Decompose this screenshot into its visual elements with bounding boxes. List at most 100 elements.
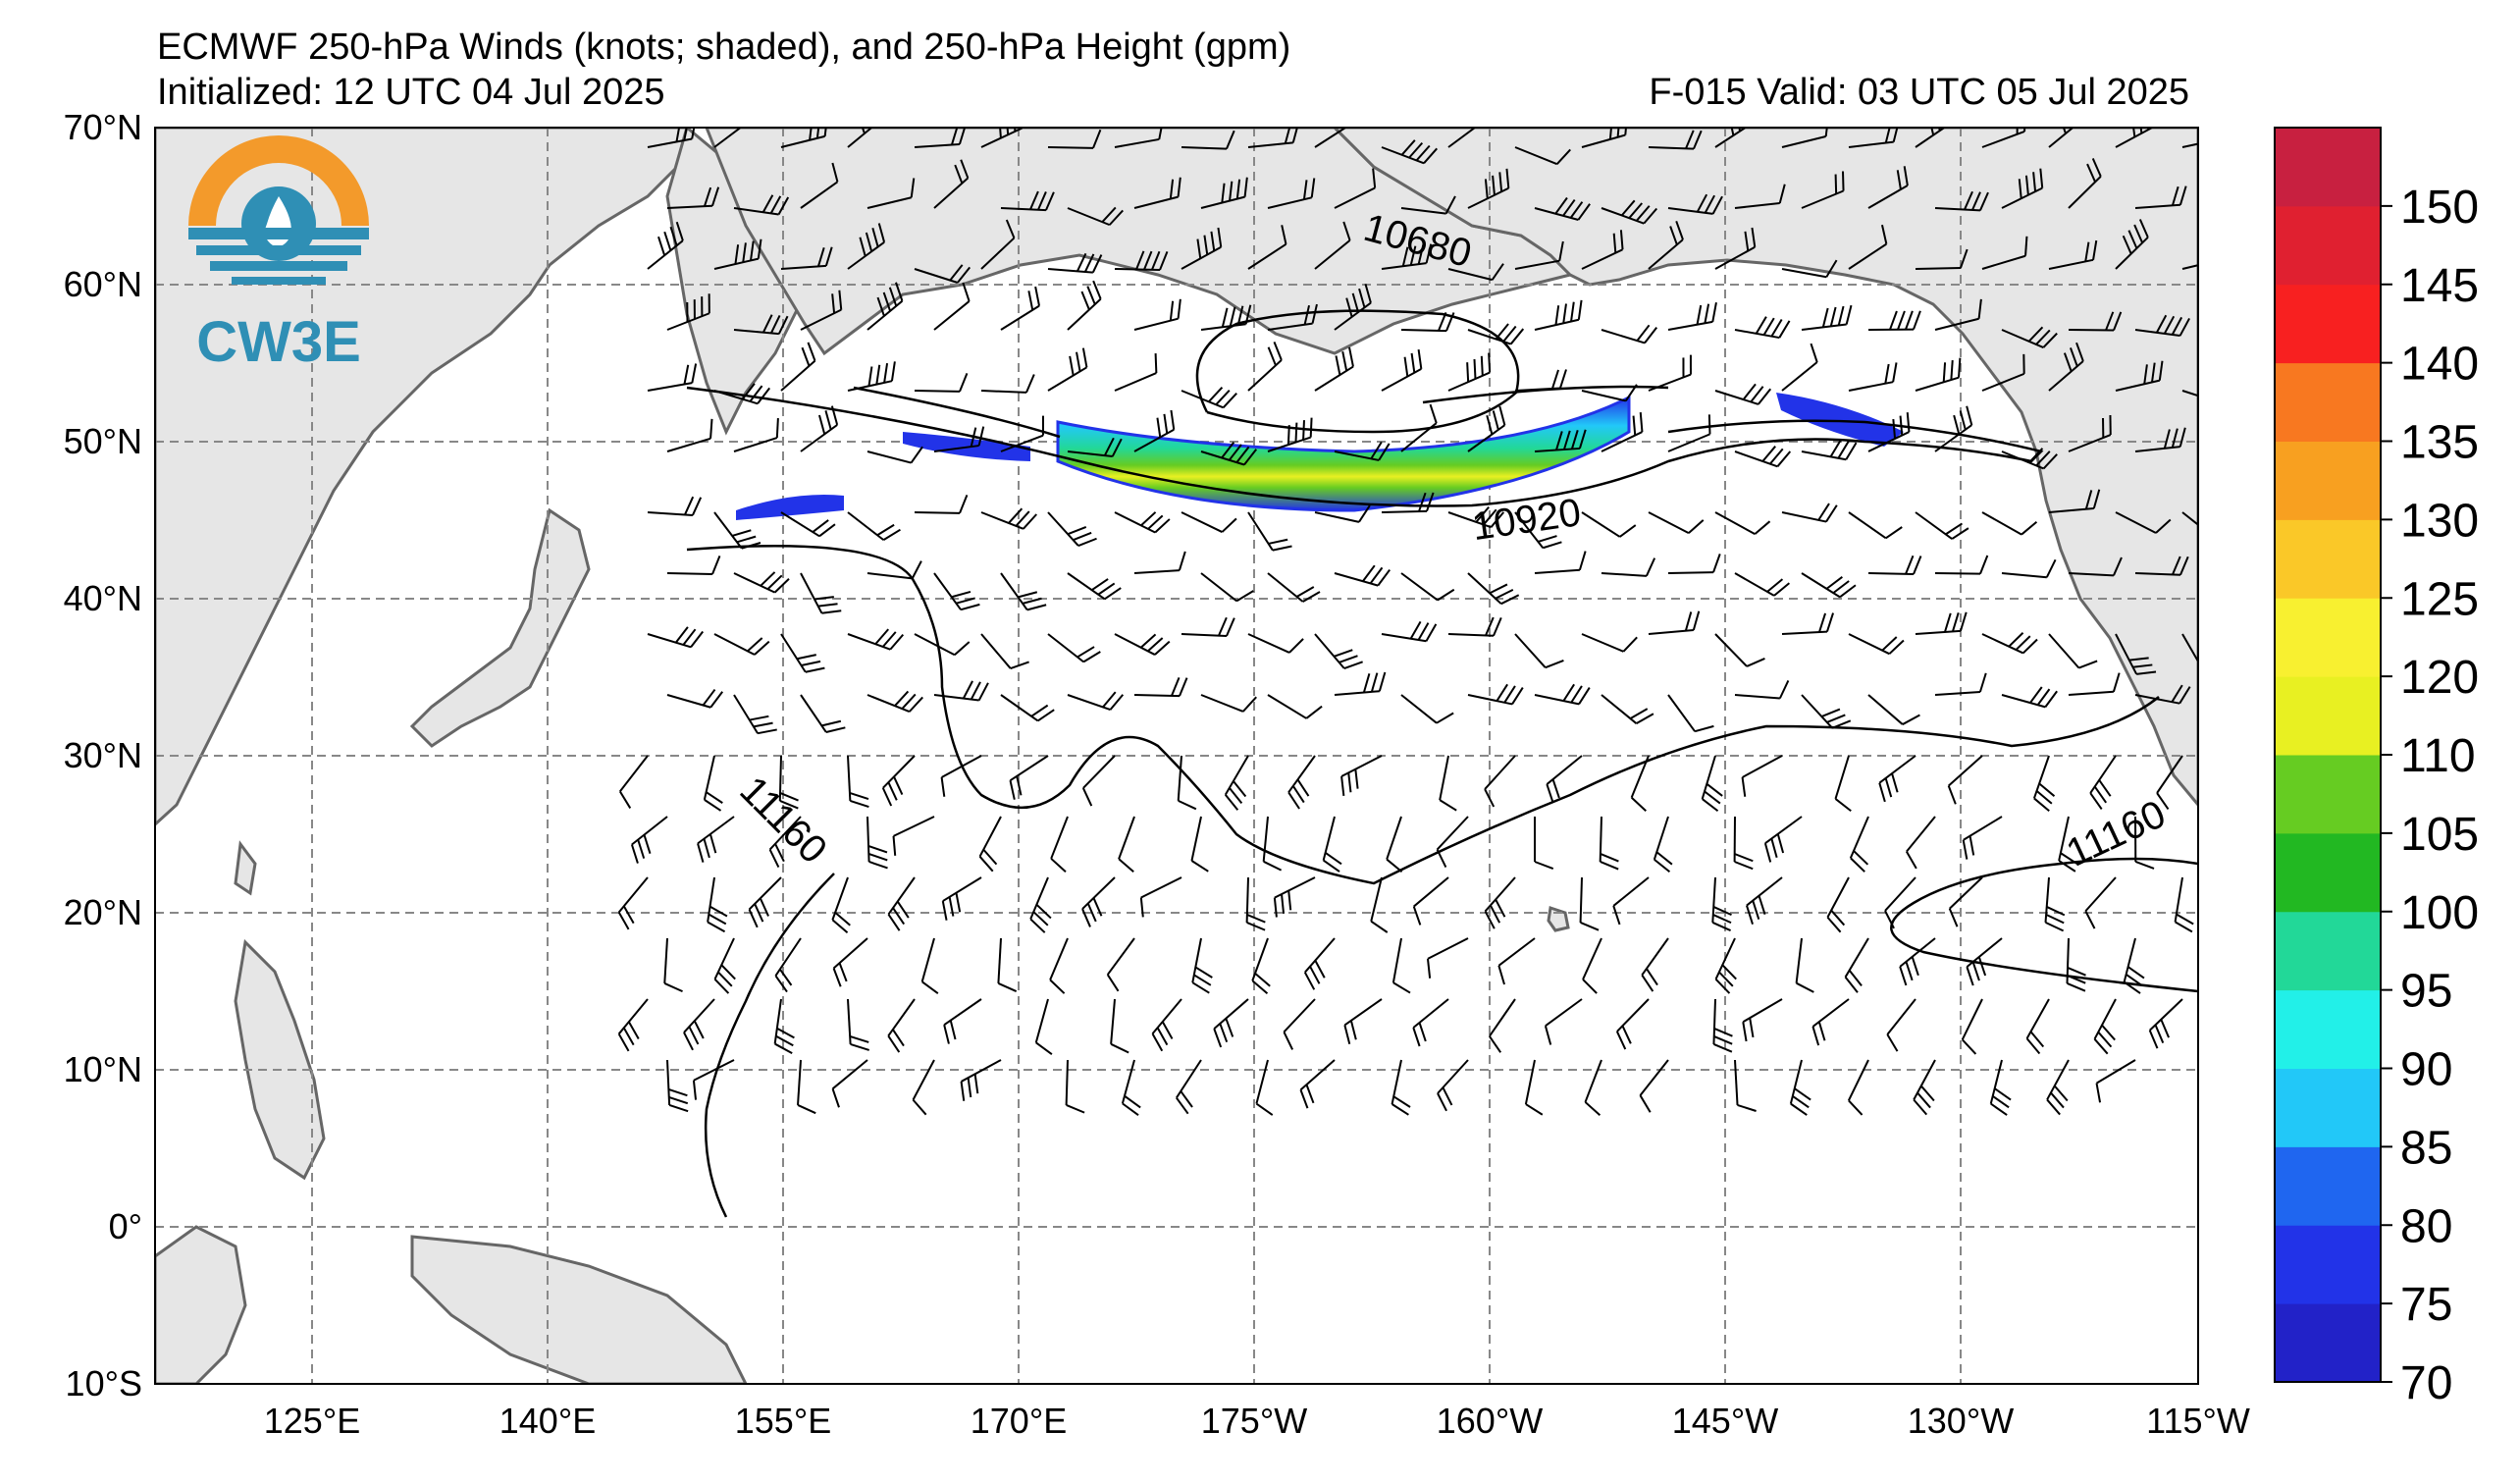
borneo-land bbox=[155, 1225, 247, 1384]
wind-barb-feather bbox=[887, 1034, 901, 1053]
wind-barb-feather bbox=[2205, 670, 2225, 673]
lat-label: 50°N bbox=[64, 421, 142, 461]
wind-barb-feather bbox=[1943, 612, 1952, 633]
wind-barb bbox=[1082, 755, 1116, 789]
wind-barb-feather bbox=[1905, 961, 1914, 981]
wind-barb-feather bbox=[817, 603, 838, 608]
wind-barb-feather bbox=[1484, 179, 1489, 199]
wind-barb bbox=[941, 755, 982, 778]
wind-barb-feather bbox=[977, 426, 985, 447]
wind-barb bbox=[2084, 876, 2117, 912]
wind-barb-feather bbox=[1878, 782, 1886, 803]
colorbar-tick-label: 110 bbox=[2400, 730, 2476, 782]
wind-barb-feather bbox=[1196, 238, 1202, 259]
wind-barb-feather bbox=[1291, 785, 1305, 804]
wind-barb-feather bbox=[1221, 307, 1229, 328]
wind-barb-feather bbox=[2175, 921, 2193, 933]
wind-barb-feather bbox=[830, 405, 839, 426]
wind-barb-feather bbox=[1569, 201, 1584, 219]
colorbar-segment bbox=[2275, 598, 2381, 677]
wind-barb-feather bbox=[876, 523, 895, 537]
wind-barb-feather bbox=[809, 128, 813, 140]
wind-barb-feather bbox=[901, 693, 917, 710]
wind-barb-feather bbox=[1281, 893, 1286, 915]
wind-barb-feather bbox=[877, 223, 886, 243]
wind-barb-feather bbox=[2060, 852, 2078, 865]
wind-barb-feather bbox=[1118, 858, 1134, 874]
wind-barb-feather bbox=[1550, 369, 1559, 390]
wind-barb-feather bbox=[1831, 719, 1852, 729]
wind-barb-feather bbox=[1562, 303, 1567, 324]
wind-barb-feather bbox=[850, 799, 869, 809]
wind-barb-feather bbox=[1254, 972, 1271, 987]
wind-barb-feather bbox=[831, 162, 839, 183]
wind-barb-feather bbox=[1892, 128, 1899, 142]
wind-barb-feather bbox=[668, 1096, 689, 1105]
wind-barb-feather bbox=[1102, 691, 1117, 709]
wind-barb-feather bbox=[777, 315, 789, 335]
wind-barb-feather bbox=[1169, 300, 1175, 321]
wind-barb-feather bbox=[977, 682, 989, 701]
wind-barb-feather bbox=[779, 969, 793, 986]
wind-barb-feather bbox=[2133, 224, 2144, 243]
wind-barb-feather bbox=[1235, 446, 1250, 463]
wind-barb-feather bbox=[1179, 677, 1188, 697]
wind-barb-feather bbox=[2035, 329, 2051, 345]
wind-barb-feather bbox=[1770, 838, 1778, 858]
wind-barb-feather bbox=[2154, 1024, 2165, 1044]
wind-barb-feather bbox=[1837, 441, 1850, 459]
wind-barb-feather bbox=[1104, 587, 1122, 601]
wind-barb-feather bbox=[2045, 921, 2065, 932]
wind-barb-feather bbox=[821, 609, 842, 614]
logo-wave bbox=[232, 277, 326, 285]
latitude-labels: 70°N 60°N 50°N 40°N 30°N 20°N 10°N 0° 10… bbox=[64, 107, 142, 1404]
wind-barb-feather bbox=[1977, 298, 1982, 319]
wind-barb-feather bbox=[1636, 713, 1654, 725]
wind-barb-feather bbox=[887, 781, 898, 801]
wind-barb-feather bbox=[882, 528, 901, 541]
wind-barb-feather bbox=[1203, 235, 1209, 255]
wind-barb-feather bbox=[1412, 1027, 1421, 1047]
wind-barb bbox=[1834, 755, 1850, 800]
colorbar-segment bbox=[2275, 911, 2381, 991]
wind-barb-feather bbox=[1236, 305, 1244, 326]
wind-barb-feather bbox=[1713, 1028, 1733, 1037]
colorbar-segment bbox=[2275, 832, 2381, 913]
wind-barb-feather bbox=[1143, 250, 1153, 271]
wind-barb-feather bbox=[1302, 180, 1308, 200]
north-america-land bbox=[1332, 128, 2198, 808]
wind-barb bbox=[619, 755, 649, 792]
wind-barb-feather bbox=[657, 236, 666, 256]
wind-barb-feather bbox=[1218, 616, 1228, 637]
wind-barb bbox=[1867, 694, 1904, 725]
wind-barb-feather bbox=[1741, 776, 1747, 797]
wind-barb-feather bbox=[749, 385, 763, 402]
wind-barb-feather bbox=[1049, 979, 1066, 994]
wind-barb-feather bbox=[749, 715, 769, 721]
wind-barb-feather bbox=[766, 574, 783, 590]
wind-barb-feather bbox=[1008, 507, 1024, 524]
wind-barb-feather bbox=[1009, 779, 1016, 800]
wind-barb bbox=[1050, 816, 1069, 860]
wind-barb-feather bbox=[1977, 956, 1987, 977]
wind-barb-feather bbox=[1810, 343, 1818, 363]
wind-barb-feather bbox=[818, 523, 836, 538]
wind-barb-feather bbox=[1295, 586, 1315, 598]
wind-barb-feather bbox=[1392, 981, 1411, 994]
wind-barb-feather bbox=[1884, 910, 1895, 929]
wind-barb-feather bbox=[1544, 1025, 1552, 1045]
wind-barb-feather bbox=[1749, 1017, 1755, 1038]
wind-barb-feather bbox=[1177, 177, 1181, 197]
wind-barb-feather bbox=[1776, 450, 1792, 467]
wind-barb-feather bbox=[643, 834, 652, 854]
wind-barb-feather bbox=[775, 417, 779, 439]
wind-barb-feather bbox=[704, 186, 712, 207]
wind-barb-feather bbox=[1848, 1099, 1864, 1116]
wind-barb-feather bbox=[1825, 612, 1835, 632]
wind-barb bbox=[1514, 633, 1547, 668]
wind-barb-feather bbox=[1037, 709, 1055, 722]
wind-barb-feather bbox=[688, 1026, 700, 1045]
wind-barb-feather bbox=[1076, 252, 1087, 272]
wind-barb-feather bbox=[1035, 1041, 1053, 1055]
wind-barb-feather bbox=[2021, 520, 2038, 536]
